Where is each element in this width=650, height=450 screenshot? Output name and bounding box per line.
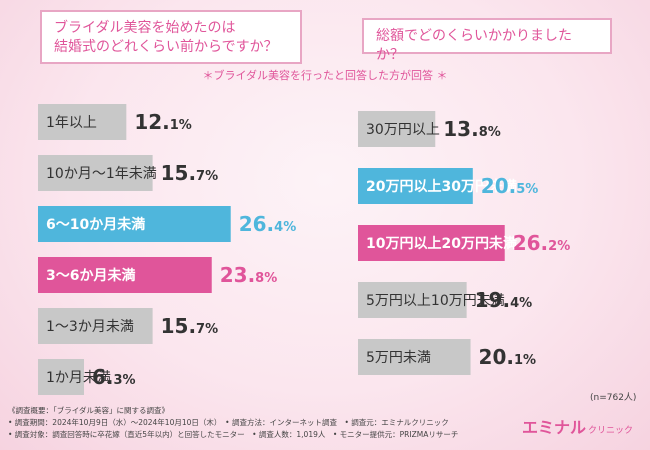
bar: [38, 257, 212, 293]
bar: [38, 206, 231, 242]
bar-category-label: 6〜10か月未満: [46, 216, 145, 233]
bar-value-label: 15.7%: [161, 161, 219, 185]
bar: [358, 168, 473, 204]
question-right: 総額でどのくらいかかりましたか？: [362, 18, 612, 63]
bar: [358, 282, 467, 318]
footer-line-1: 《調査概要：「ブライダル美容」に関する調査》: [8, 406, 169, 415]
bar-category-label: 5万円未満: [366, 350, 431, 366]
bar-category-label: 30万円以上: [366, 122, 440, 138]
bar-value-label: 12.1%: [134, 110, 192, 134]
bar-value-label: 19.4%: [475, 288, 533, 312]
footer-line-2: • 調査期間：2024年10月9日（水）〜2024年10月10日（木） • 調査…: [8, 418, 449, 427]
bar-category-label: 1か月未満: [46, 370, 111, 386]
bar-category-label: 20万円以上30万円未満: [366, 178, 517, 195]
footer-line-3: • 調査対象：調査回答時に卒花嫁（直近5年以内）と回答したモニター • 調査人数…: [8, 430, 459, 439]
bar: [38, 155, 153, 191]
bar-category-label: 1〜3か月未満: [46, 319, 134, 335]
question-right-text: 総額でどのくらいかかりましたか？: [376, 28, 572, 63]
question-left: ブライダル美容を始めたのは 結婚式のどれくらい前からですか？: [40, 10, 302, 64]
bar-value-label: 23.8%: [220, 263, 278, 287]
logo-main: エミナル: [522, 418, 587, 437]
bar: [38, 359, 84, 395]
bar-value-label: 13.8%: [443, 117, 501, 141]
bar-category-label: 3〜6か月未満: [46, 267, 135, 284]
bar-category-label: 10万円以上20万円未満: [366, 235, 517, 252]
logo-sub: クリニック: [588, 426, 634, 436]
bar-value-label: 6.3%: [92, 365, 136, 389]
bar-value-label: 15.7%: [161, 314, 219, 338]
bar: [38, 104, 127, 140]
bar-category-label: 1年以上: [46, 115, 97, 131]
bar: [38, 308, 153, 344]
bar-value-label: 20.5%: [481, 174, 539, 198]
bar: [358, 225, 505, 261]
bar-category-label: 10か月〜1年未満: [46, 166, 157, 182]
survey-footer: 《調査概要：「ブライダル美容」に関する調査》 • 調査期間：2024年10月9日…: [8, 405, 518, 441]
bar-value-label: 20.1%: [479, 345, 537, 369]
bar-value-label: 26.2%: [513, 231, 571, 255]
clinic-logo: エミナル クリニック: [522, 414, 633, 438]
sample-size-note: (n=762人): [590, 393, 637, 403]
respondent-note: ＊ブライダル美容を行ったと回答した方が回答 ＊: [202, 69, 448, 82]
bar: [358, 111, 436, 147]
bar-category-label: 5万円以上10万円未満: [366, 293, 505, 309]
bar-value-label: 26.4%: [239, 212, 297, 236]
question-left-text: ブライダル美容を始めたのは 結婚式のどれくらい前からですか？: [54, 20, 278, 55]
bar: [358, 339, 471, 375]
